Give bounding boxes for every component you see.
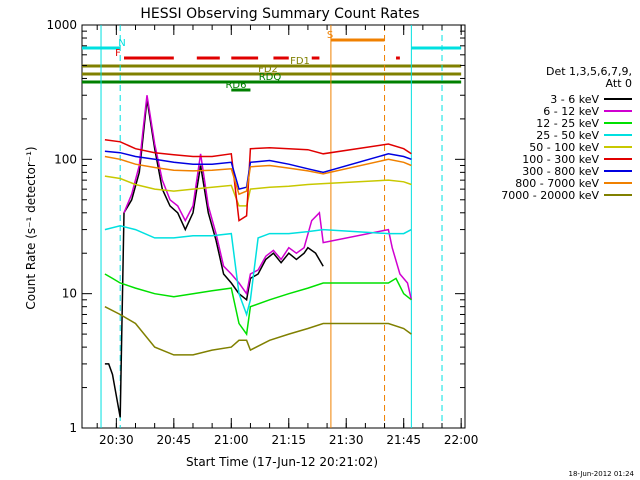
- legend-entry-label: 25 - 50 keV: [536, 129, 599, 142]
- legend-entry-label: 3 - 6 keV: [550, 93, 599, 106]
- flag-label: S: [327, 30, 333, 41]
- series-line: [104, 155, 412, 196]
- series-line: [104, 225, 412, 318]
- x-tick-label: 21:30: [329, 433, 364, 447]
- x-tick-label: 21:00: [214, 433, 249, 447]
- plot-frame: [81, 24, 466, 429]
- y-tick-label: 10: [62, 287, 77, 301]
- y-tick-label: 100: [54, 152, 77, 166]
- x-axis-label: Start Time (17-Jun-12 20:21:02): [186, 455, 378, 469]
- series-line: [104, 99, 324, 418]
- y-axis-label: Count Rate (s⁻¹ detector⁻¹): [24, 146, 38, 309]
- series-lines: [104, 95, 413, 418]
- legend-entry-label: 800 - 7000 keV: [515, 177, 599, 190]
- series-line: [104, 138, 412, 222]
- legend-entry-label: 300 - 800 keV: [522, 165, 599, 178]
- legend-entry-label: 6 - 12 keV: [543, 105, 599, 118]
- y-axis: 1 10 100 1000: [46, 18, 465, 435]
- x-axis: 20:30 20:45 21:00 21:15 21:30 21:45 22:00: [96, 25, 479, 447]
- chart-title: HESSI Observing Summary Count Rates: [140, 6, 419, 22]
- legend-entry-label: 7000 - 20000 keV: [501, 189, 599, 202]
- y-tick-label: 1: [69, 421, 77, 435]
- series-line: [104, 175, 412, 207]
- series-line: [104, 306, 412, 356]
- legend-header: Det 1,3,5,6,7,9,: [546, 65, 632, 78]
- x-tick-label: 21:45: [386, 433, 421, 447]
- flag-label: N: [118, 38, 125, 49]
- legend-entry-label: 50 - 100 keV: [529, 141, 599, 154]
- flag-label: FD1: [290, 56, 310, 67]
- series-line: [104, 273, 412, 337]
- flag-label: RD6: [225, 80, 246, 91]
- x-tick-label: 20:45: [157, 433, 192, 447]
- legend-entry-label: 100 - 300 keV: [522, 153, 599, 166]
- x-tick-label: 22:00: [444, 433, 479, 447]
- series-line: [104, 150, 412, 191]
- legend-header: Att 0: [606, 77, 632, 90]
- series-line: [123, 95, 413, 300]
- footer-date: 18-Jun-2012 01:24: [569, 470, 635, 478]
- flag-label: RDQ: [259, 72, 282, 83]
- vertical-markers: [100, 25, 443, 428]
- flag-label: F: [115, 48, 121, 59]
- flag-label: FD2: [258, 64, 278, 75]
- x-tick-label: 21:15: [271, 433, 306, 447]
- y-tick-label: 1000: [46, 18, 77, 32]
- x-tick-label: 20:30: [99, 433, 134, 447]
- legend-entry-label: 12 - 25 keV: [536, 117, 599, 130]
